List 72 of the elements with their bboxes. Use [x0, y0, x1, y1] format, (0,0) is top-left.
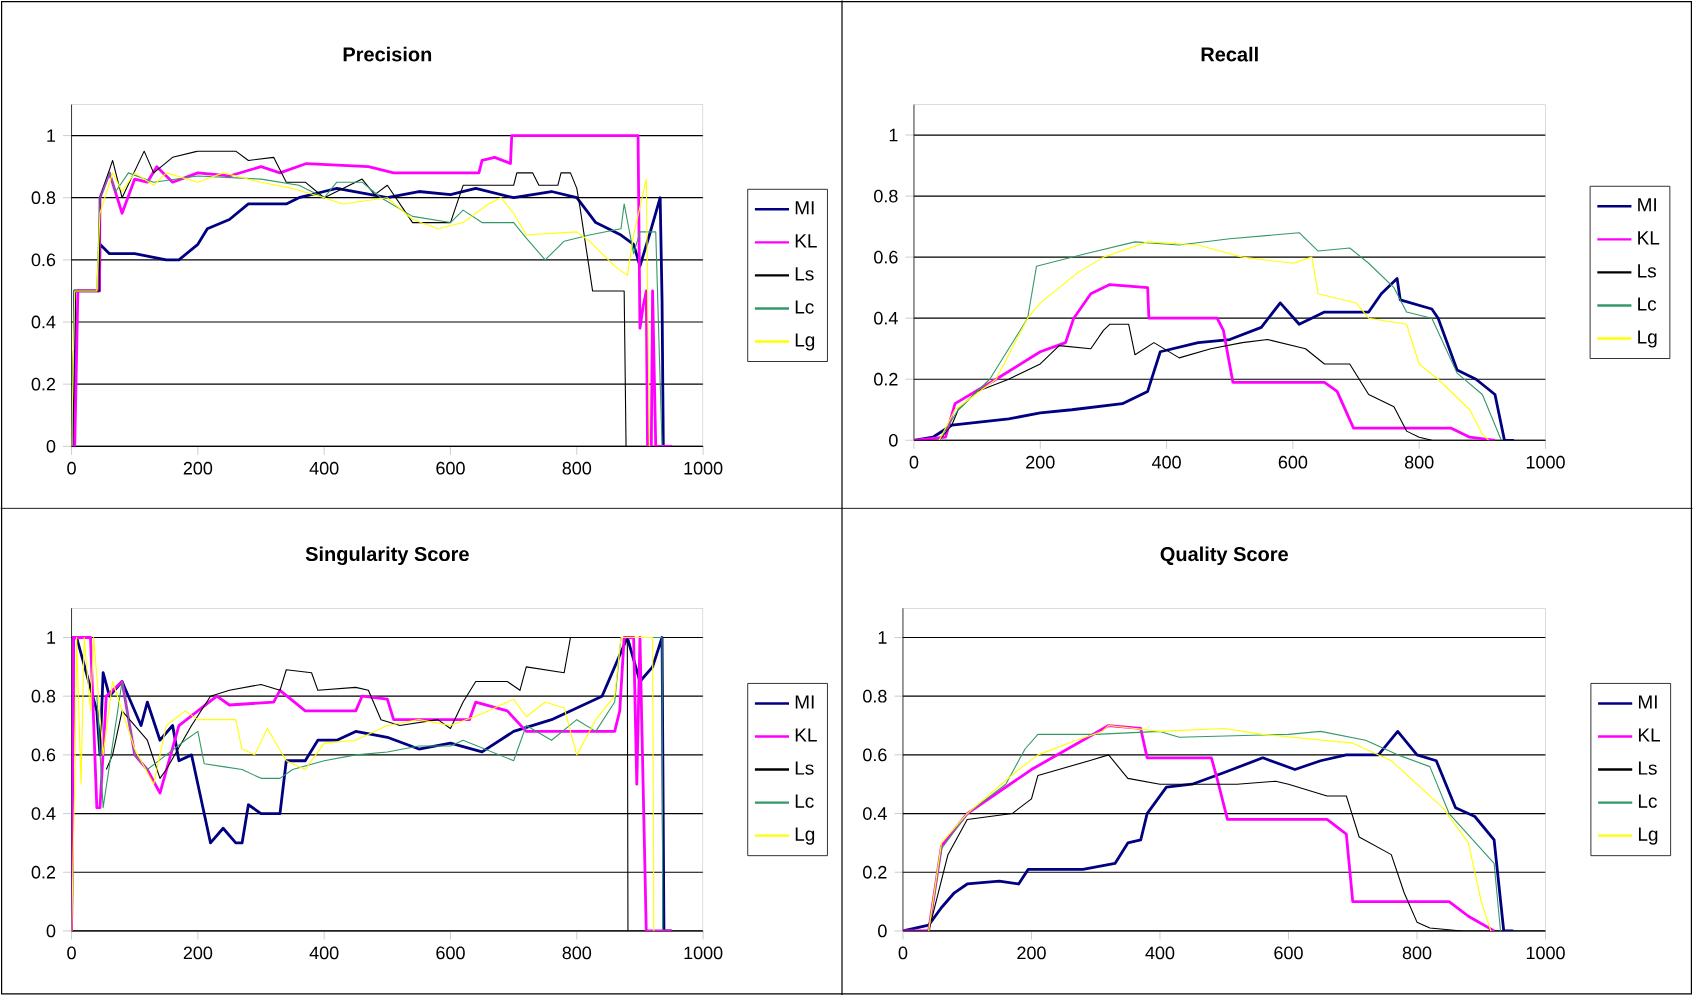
x-tick-label: 1000	[1526, 946, 1565, 960]
x-tick-label: 1000	[684, 946, 723, 960]
x-tick-label: 200	[183, 946, 213, 960]
x-tick-label: 200	[183, 461, 213, 475]
legend-label: MI	[795, 695, 814, 709]
chart-title: Precision	[343, 46, 432, 62]
x-tick-label: 800	[1404, 455, 1434, 469]
y-tick-label: 0	[878, 924, 887, 938]
x-tick-label: 600	[1278, 455, 1308, 469]
x-tick-label: 0	[67, 461, 76, 475]
legend-label: Ls	[1638, 264, 1656, 278]
legend-label: MI	[1638, 198, 1656, 212]
legend-label: KL	[795, 728, 817, 742]
legend-label: Ls	[795, 761, 814, 775]
y-tick-label: 0.4	[31, 806, 56, 820]
x-tick-label: 600	[436, 946, 465, 960]
x-tick-label: 800	[1402, 946, 1432, 960]
y-tick-label: 0.2	[874, 372, 898, 386]
y-tick-label: 0.8	[31, 689, 56, 703]
y-tick-label: 0.2	[31, 865, 56, 879]
legend-label: Lg	[795, 827, 815, 845]
legend-label: Lg	[1638, 827, 1658, 845]
legend-label: Lc	[1638, 297, 1657, 311]
x-tick-label: 800	[562, 946, 592, 960]
x-tick-label: 400	[309, 461, 339, 475]
y-tick-label: 0.4	[31, 315, 56, 329]
y-tick-label: 0.8	[863, 689, 887, 703]
y-tick-label: 0.6	[863, 748, 887, 762]
chart-title: Singularity Score	[305, 546, 469, 565]
y-tick-label: 0.6	[31, 253, 56, 267]
y-tick-label: 1	[878, 631, 887, 644]
x-tick-label: 800	[562, 461, 592, 475]
x-tick-label: 0	[67, 946, 76, 960]
chart-title: Quality Score	[1160, 546, 1288, 565]
legend-label: MI	[1638, 695, 1657, 709]
y-tick-label: 0.6	[874, 250, 898, 264]
x-tick-label: 400	[309, 946, 339, 960]
legend-label: MI	[795, 201, 814, 215]
legend-label: Ls	[795, 267, 814, 281]
legend-label: KL	[1638, 231, 1660, 245]
x-tick-label: 400	[1151, 455, 1181, 469]
y-tick-label: 0	[889, 433, 898, 447]
y-tick-label: 0	[46, 439, 56, 453]
y-tick-label: 1	[47, 129, 56, 142]
y-tick-label: 0.2	[863, 865, 887, 879]
y-tick-label: 0	[46, 924, 56, 938]
legend-label: Lc	[1638, 794, 1657, 808]
x-tick-label: 1000	[1526, 455, 1565, 469]
y-tick-label: 1	[47, 631, 56, 644]
legend-label: Lc	[795, 300, 814, 314]
x-tick-label: 1000	[684, 461, 723, 475]
x-tick-label: 0	[909, 455, 919, 469]
chart-title: Recall	[1201, 46, 1258, 62]
x-tick-label: 600	[1274, 946, 1303, 960]
legend-label: Ls	[1638, 761, 1657, 775]
y-tick-label: 0.2	[31, 377, 56, 391]
x-tick-label: 600	[436, 461, 465, 475]
x-tick-label: 400	[1145, 946, 1175, 960]
y-tick-label: 1	[889, 128, 898, 141]
legend-label: Lg	[1638, 330, 1657, 348]
y-tick-label: 0.6	[31, 748, 56, 762]
legend-label: KL	[1638, 728, 1660, 742]
legend-label: Lc	[795, 794, 814, 808]
y-tick-label: 0.4	[863, 806, 887, 820]
y-tick-label: 0.8	[31, 191, 56, 204]
legend-label: KL	[795, 234, 817, 248]
legend-label: Lg	[795, 333, 815, 351]
x-tick-label: 200	[1026, 455, 1055, 469]
y-tick-label: 0.4	[874, 311, 898, 325]
x-tick-label: 0	[898, 946, 908, 960]
x-tick-label: 200	[1017, 946, 1046, 960]
y-tick-label: 0.8	[874, 189, 898, 203]
